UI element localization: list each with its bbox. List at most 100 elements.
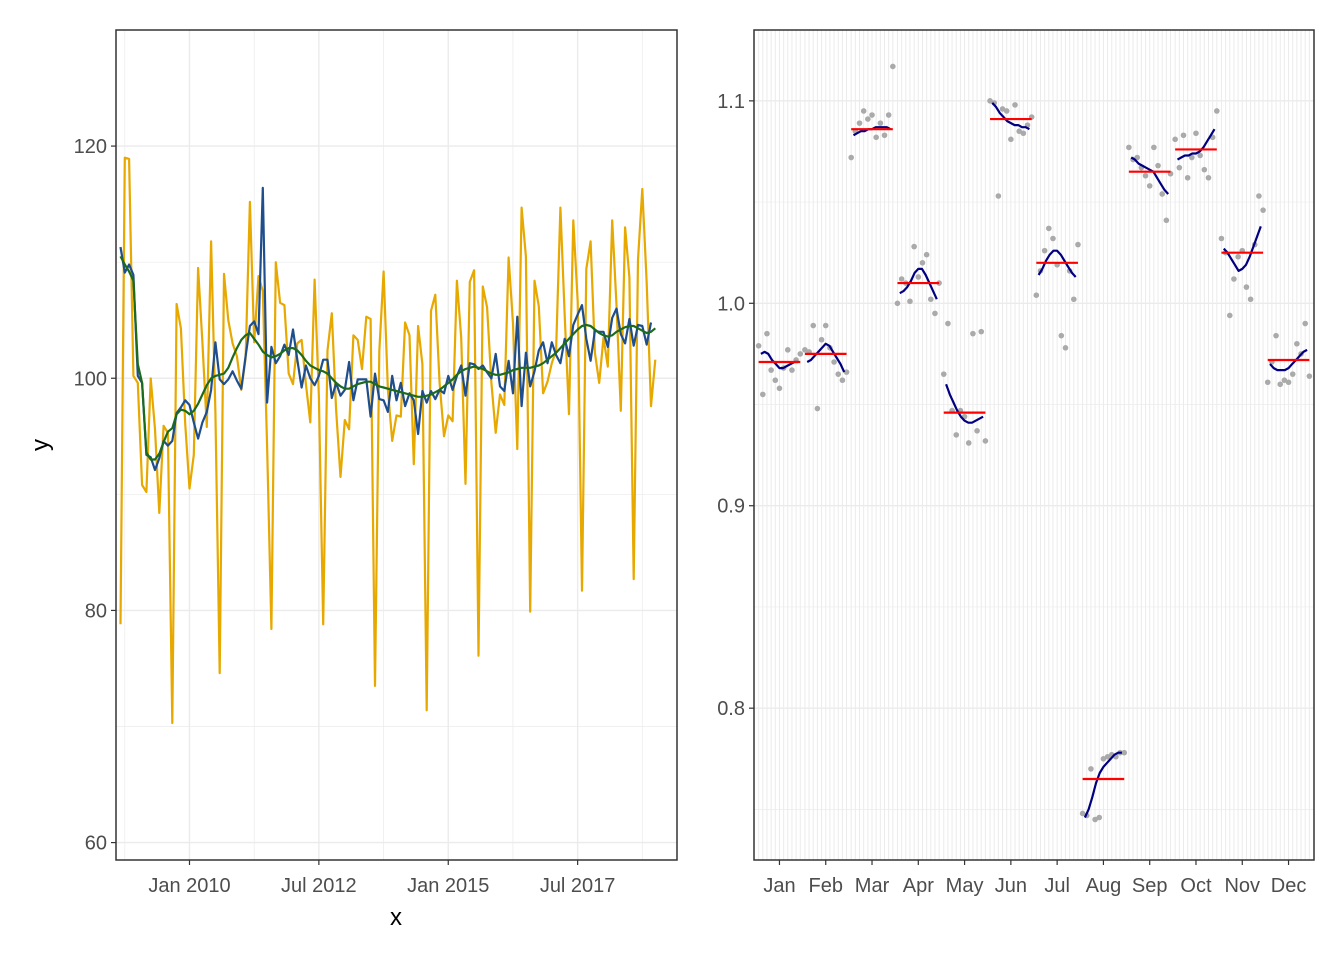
data-point [1260,207,1266,213]
data-point [1075,241,1081,248]
data-point [810,322,817,329]
data-point [789,367,795,373]
data-point [1205,174,1212,181]
data-point [1180,132,1187,139]
data-point [894,300,901,307]
x-tick-label: Mar [855,875,890,897]
seasonal-curve [945,383,984,424]
x-tick-label: Sep [1132,875,1168,897]
data-point [898,276,905,282]
data-point [1201,166,1208,173]
time-series-panel: 60 80 100 120 Jan 2010 Jul 2012 Jan 2015 Jul 20… [27,29,678,931]
data-point [970,330,976,337]
x-tick-label: Jul [1044,875,1070,897]
data-point [927,296,934,303]
series-line-trend [119,255,656,461]
data-point [1172,136,1178,143]
seasonal-curve [899,267,938,300]
data-point [987,98,993,104]
data-point [1146,183,1153,189]
data-point [1306,373,1313,379]
seasonal-curve [1083,751,1122,818]
y-tick-label: 120 [74,136,107,158]
data-point [953,432,960,438]
data-point [1096,814,1103,821]
data-point [1104,753,1111,760]
x-tick-label: Jan 2015 [407,875,489,897]
data-point [860,108,867,114]
data-point [965,440,972,446]
y-tick-label: 0.8 [717,698,745,720]
data-point [1159,191,1165,197]
data-point [818,336,825,343]
seasonal-curve [760,350,798,370]
y-tick-label: 1.1 [717,91,745,113]
data-point [776,385,783,392]
data-point [1193,130,1199,137]
data-point [1126,144,1132,151]
data-point [907,298,913,305]
data-point [1142,172,1149,179]
data-point [940,371,947,377]
data-point [1235,253,1241,260]
data-point [797,351,804,357]
data-point [1294,340,1300,347]
data-point [1088,766,1094,772]
data-point [999,106,1006,112]
data-point [1189,154,1195,161]
data-point [831,359,837,365]
data-point [1176,164,1183,171]
data-point [835,371,842,377]
seasonal-curve [1269,348,1308,372]
data-point [877,120,884,126]
data-point [869,112,875,118]
seasonal-curve [1176,128,1216,161]
data-point [1134,154,1141,161]
y-tick-label: 80 [85,600,107,622]
data-point [1218,235,1225,242]
data-point [1008,136,1014,143]
data-point [1058,332,1065,339]
seasonal-curve [1130,156,1170,195]
y-axis-title: y [27,439,54,451]
data-point [1012,102,1018,108]
data-point [1062,345,1069,351]
data-point [1285,379,1292,386]
data-point [1256,193,1262,199]
y-tick-label: 0.9 [717,496,745,518]
data-point [1247,296,1254,303]
data-point [1214,108,1220,114]
data-point [865,116,871,122]
data-point [1016,128,1022,135]
data-point [1163,217,1170,224]
data-point [759,391,766,398]
data-point [1003,108,1010,114]
data-point [1226,312,1233,319]
data-point [974,428,980,434]
data-point [1079,810,1086,817]
x-tick-label: Apr [903,875,934,897]
y-tick-label: 100 [74,368,107,390]
data-point [1289,371,1296,377]
data-point [915,274,922,280]
data-point [1197,152,1203,159]
data-point [802,347,808,353]
data-point [885,112,892,118]
x-tick-label: Jan 2010 [148,875,230,897]
x-tick-label: Jul 2017 [540,875,616,897]
data-point [919,260,926,266]
x-tick-label: Dec [1271,875,1307,897]
x-tick-label: May [946,875,984,897]
data-point [945,320,951,327]
x-tick-label: Jul 2012 [281,875,357,897]
seasonal-curve [991,102,1030,131]
data-point [1243,284,1250,290]
data-point [881,132,888,139]
data-point [1092,816,1098,823]
data-point [1281,377,1288,384]
data-point [1121,749,1128,756]
data-point [923,251,930,258]
data-point [768,367,774,373]
data-point [982,438,989,444]
data-point [1071,296,1077,303]
